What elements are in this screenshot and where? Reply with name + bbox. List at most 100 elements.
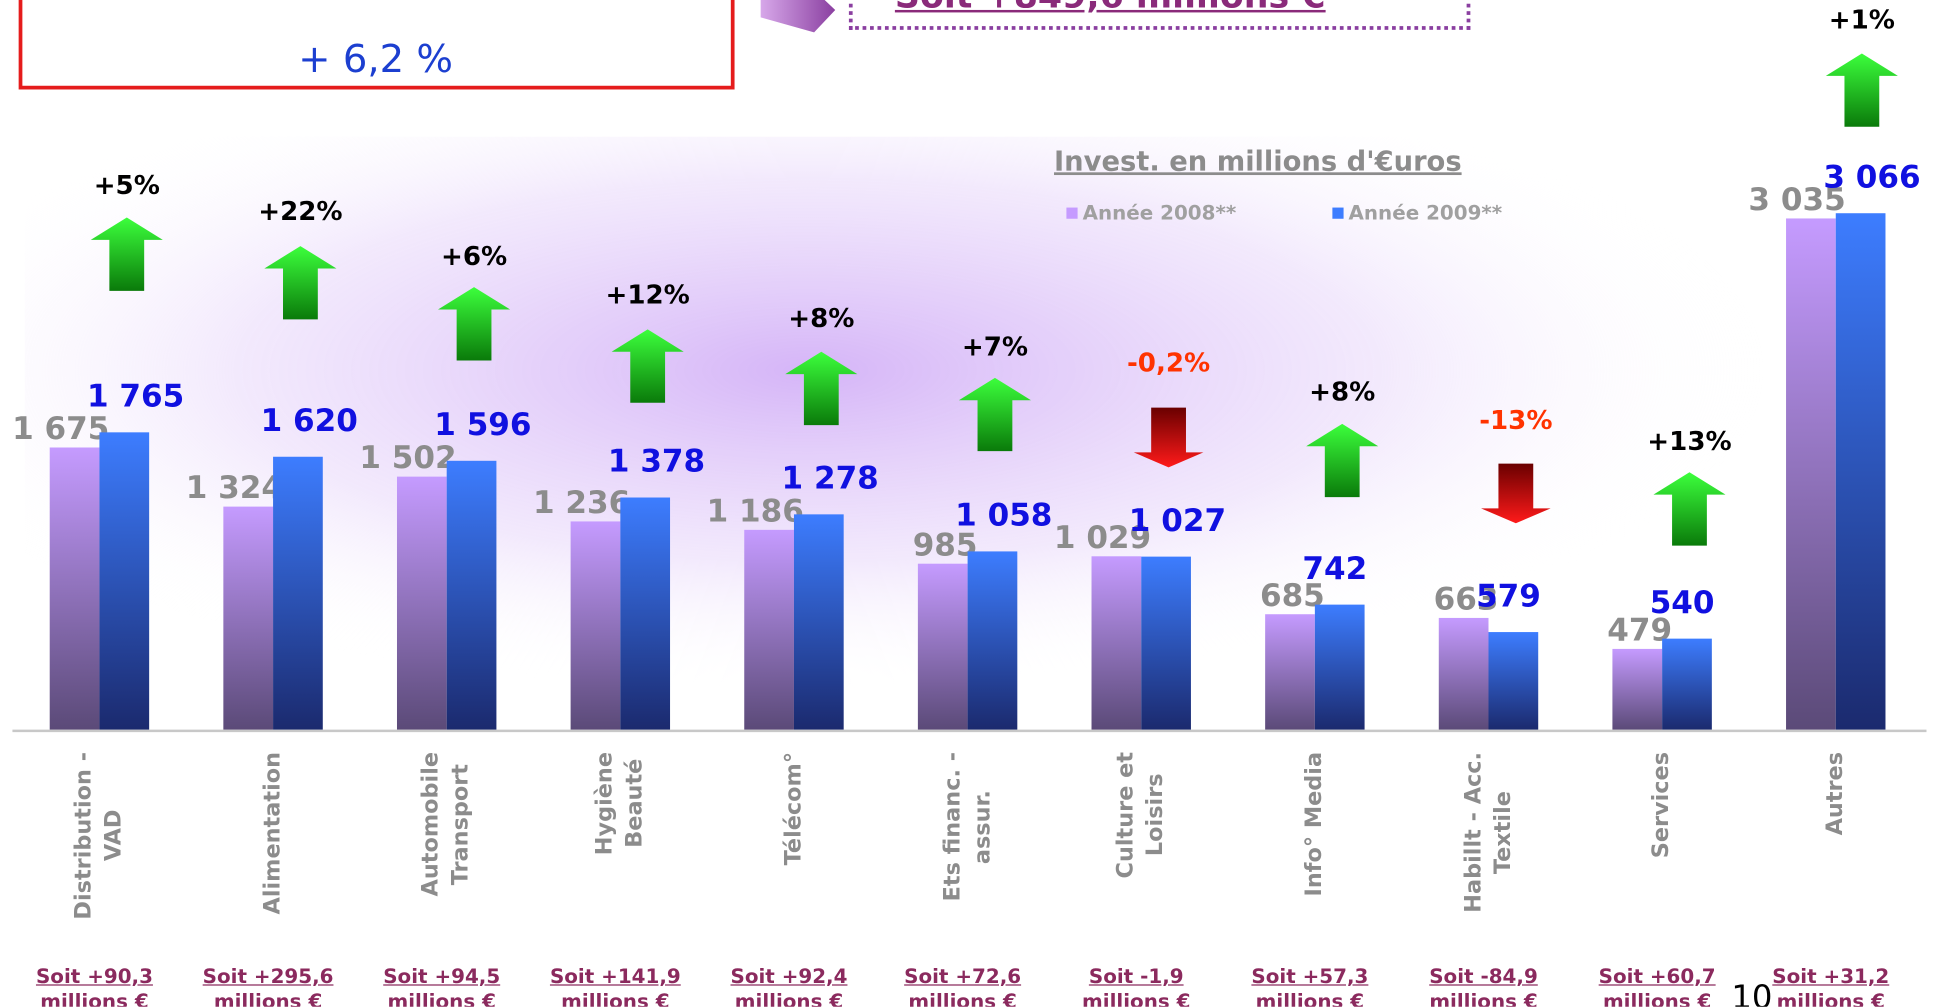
value-label: 540 [1650, 585, 1715, 621]
change-label: +13% [1647, 427, 1731, 457]
arrow-up [958, 377, 1031, 452]
arrow-up [90, 217, 163, 291]
arrow-up [1306, 423, 1379, 498]
total-box [848, 0, 1471, 30]
value-label: 1 029 [1054, 520, 1151, 556]
value-label: 685 [1260, 578, 1325, 614]
x-tick-label: Hygiène Beauté [591, 751, 648, 856]
value-label: 1 596 [434, 407, 531, 443]
bar [1091, 556, 1142, 730]
change-label: +8% [1309, 377, 1375, 407]
bar [1786, 218, 1836, 730]
arrow-up [785, 351, 858, 426]
bar [99, 432, 150, 730]
bar [446, 460, 497, 730]
header-change: + 6,2 % [298, 37, 453, 83]
bar [1438, 617, 1489, 730]
bar [620, 497, 671, 730]
value-label: 579 [1476, 578, 1541, 614]
change-label: +22% [258, 197, 342, 227]
difference-label: Soit +94,5 millions € [383, 964, 501, 1007]
bar [1662, 638, 1712, 730]
bar [1488, 632, 1539, 730]
legend-swatch [1332, 207, 1344, 219]
difference-label: Soit -84,9 millions € [1429, 964, 1538, 1007]
difference-label: Soit +295,6 millions € [202, 964, 334, 1007]
legend-label: Année 2009** [1349, 201, 1503, 224]
difference-label: Soit +92,4 millions € [730, 964, 848, 1007]
value-label: 3 035 [1748, 182, 1845, 218]
bar [570, 521, 621, 730]
arrow-down [1133, 407, 1204, 468]
bar [1265, 614, 1315, 730]
x-tick-label: Info° Media [1301, 751, 1328, 897]
value-label: 1 765 [87, 379, 184, 415]
bar [223, 506, 274, 730]
value-label: 1 378 [608, 444, 705, 480]
value-label: 1 620 [261, 403, 358, 439]
change-label: -0,2% [1127, 349, 1210, 379]
bar [1835, 213, 1886, 730]
x-tick-label: Autres [1822, 751, 1849, 836]
difference-label: Soit +57,3 millions € [1251, 964, 1369, 1007]
value-label: 3 066 [1823, 159, 1920, 195]
legend-swatch [1066, 207, 1078, 219]
difference-label: Soit +31,2 millions € [1772, 964, 1890, 1007]
change-label: -13% [1479, 406, 1552, 436]
value-label: 663 [1434, 582, 1499, 618]
value-label: 1 027 [1129, 503, 1226, 539]
change-label: +7% [962, 333, 1028, 363]
value-label: 1 675 [12, 411, 109, 447]
bar [967, 551, 1018, 730]
value-label: 985 [913, 527, 978, 563]
value-label: 1 058 [955, 498, 1052, 534]
bar [1612, 648, 1663, 730]
bar [917, 563, 968, 730]
legend-label: Année 2008** [1083, 201, 1237, 224]
value-label: 1 278 [782, 461, 879, 497]
arrow-up [1653, 472, 1726, 546]
arrow-decoration [760, 0, 836, 33]
page-number: 10 [1731, 979, 1773, 1007]
x-tick-label: Alimentation [259, 751, 286, 915]
bar [744, 529, 794, 730]
change-label: +5% [94, 171, 160, 201]
value-label: 479 [1607, 613, 1672, 649]
change-label: +1% [1829, 6, 1895, 36]
bar [1314, 604, 1365, 730]
x-tick-label: Services [1648, 751, 1675, 859]
x-tick-label: Ets financ. - assur. [939, 751, 995, 902]
legend-title: Invest. en millions d'€uros [1054, 146, 1462, 177]
difference-label: Soit +141,9 millions € [549, 964, 681, 1007]
value-label: 1 502 [359, 440, 456, 476]
value-label: 1 186 [707, 493, 804, 529]
bar [396, 476, 447, 730]
x-tick-label: Automobile Transport [418, 751, 475, 897]
difference-label: Soit +72,6 millions € [904, 964, 1022, 1007]
x-tick-label: Télécom° [780, 751, 807, 866]
bar [49, 447, 100, 730]
header-total: Soit +849,6 millions € [895, 0, 1326, 16]
difference-label: Soit +60,7 millions € [1598, 964, 1716, 1007]
arrow-up [1825, 53, 1898, 127]
difference-label: Soit -1,9 millions € [1082, 964, 1191, 1007]
change-label: +8% [788, 304, 854, 334]
arrow-up [437, 287, 511, 361]
bar [793, 514, 844, 730]
change-label: +6% [441, 242, 507, 272]
x-tick-label: Habillt - Acc. Textile [1459, 751, 1516, 913]
change-label: +12% [606, 280, 690, 310]
x-tick-label: Distribution - VAD [70, 751, 127, 920]
value-label: 1 236 [533, 485, 630, 521]
difference-label: Soit +90,3 millions € [35, 964, 153, 1007]
value-label: 1 324 [186, 470, 283, 506]
arrow-up [264, 246, 337, 320]
arrow-down [1481, 463, 1551, 524]
arrow-up [611, 329, 684, 403]
x-tick-label: Culture et Loisirs [1112, 751, 1169, 879]
summary-box [18, 0, 735, 90]
bar [273, 456, 323, 730]
